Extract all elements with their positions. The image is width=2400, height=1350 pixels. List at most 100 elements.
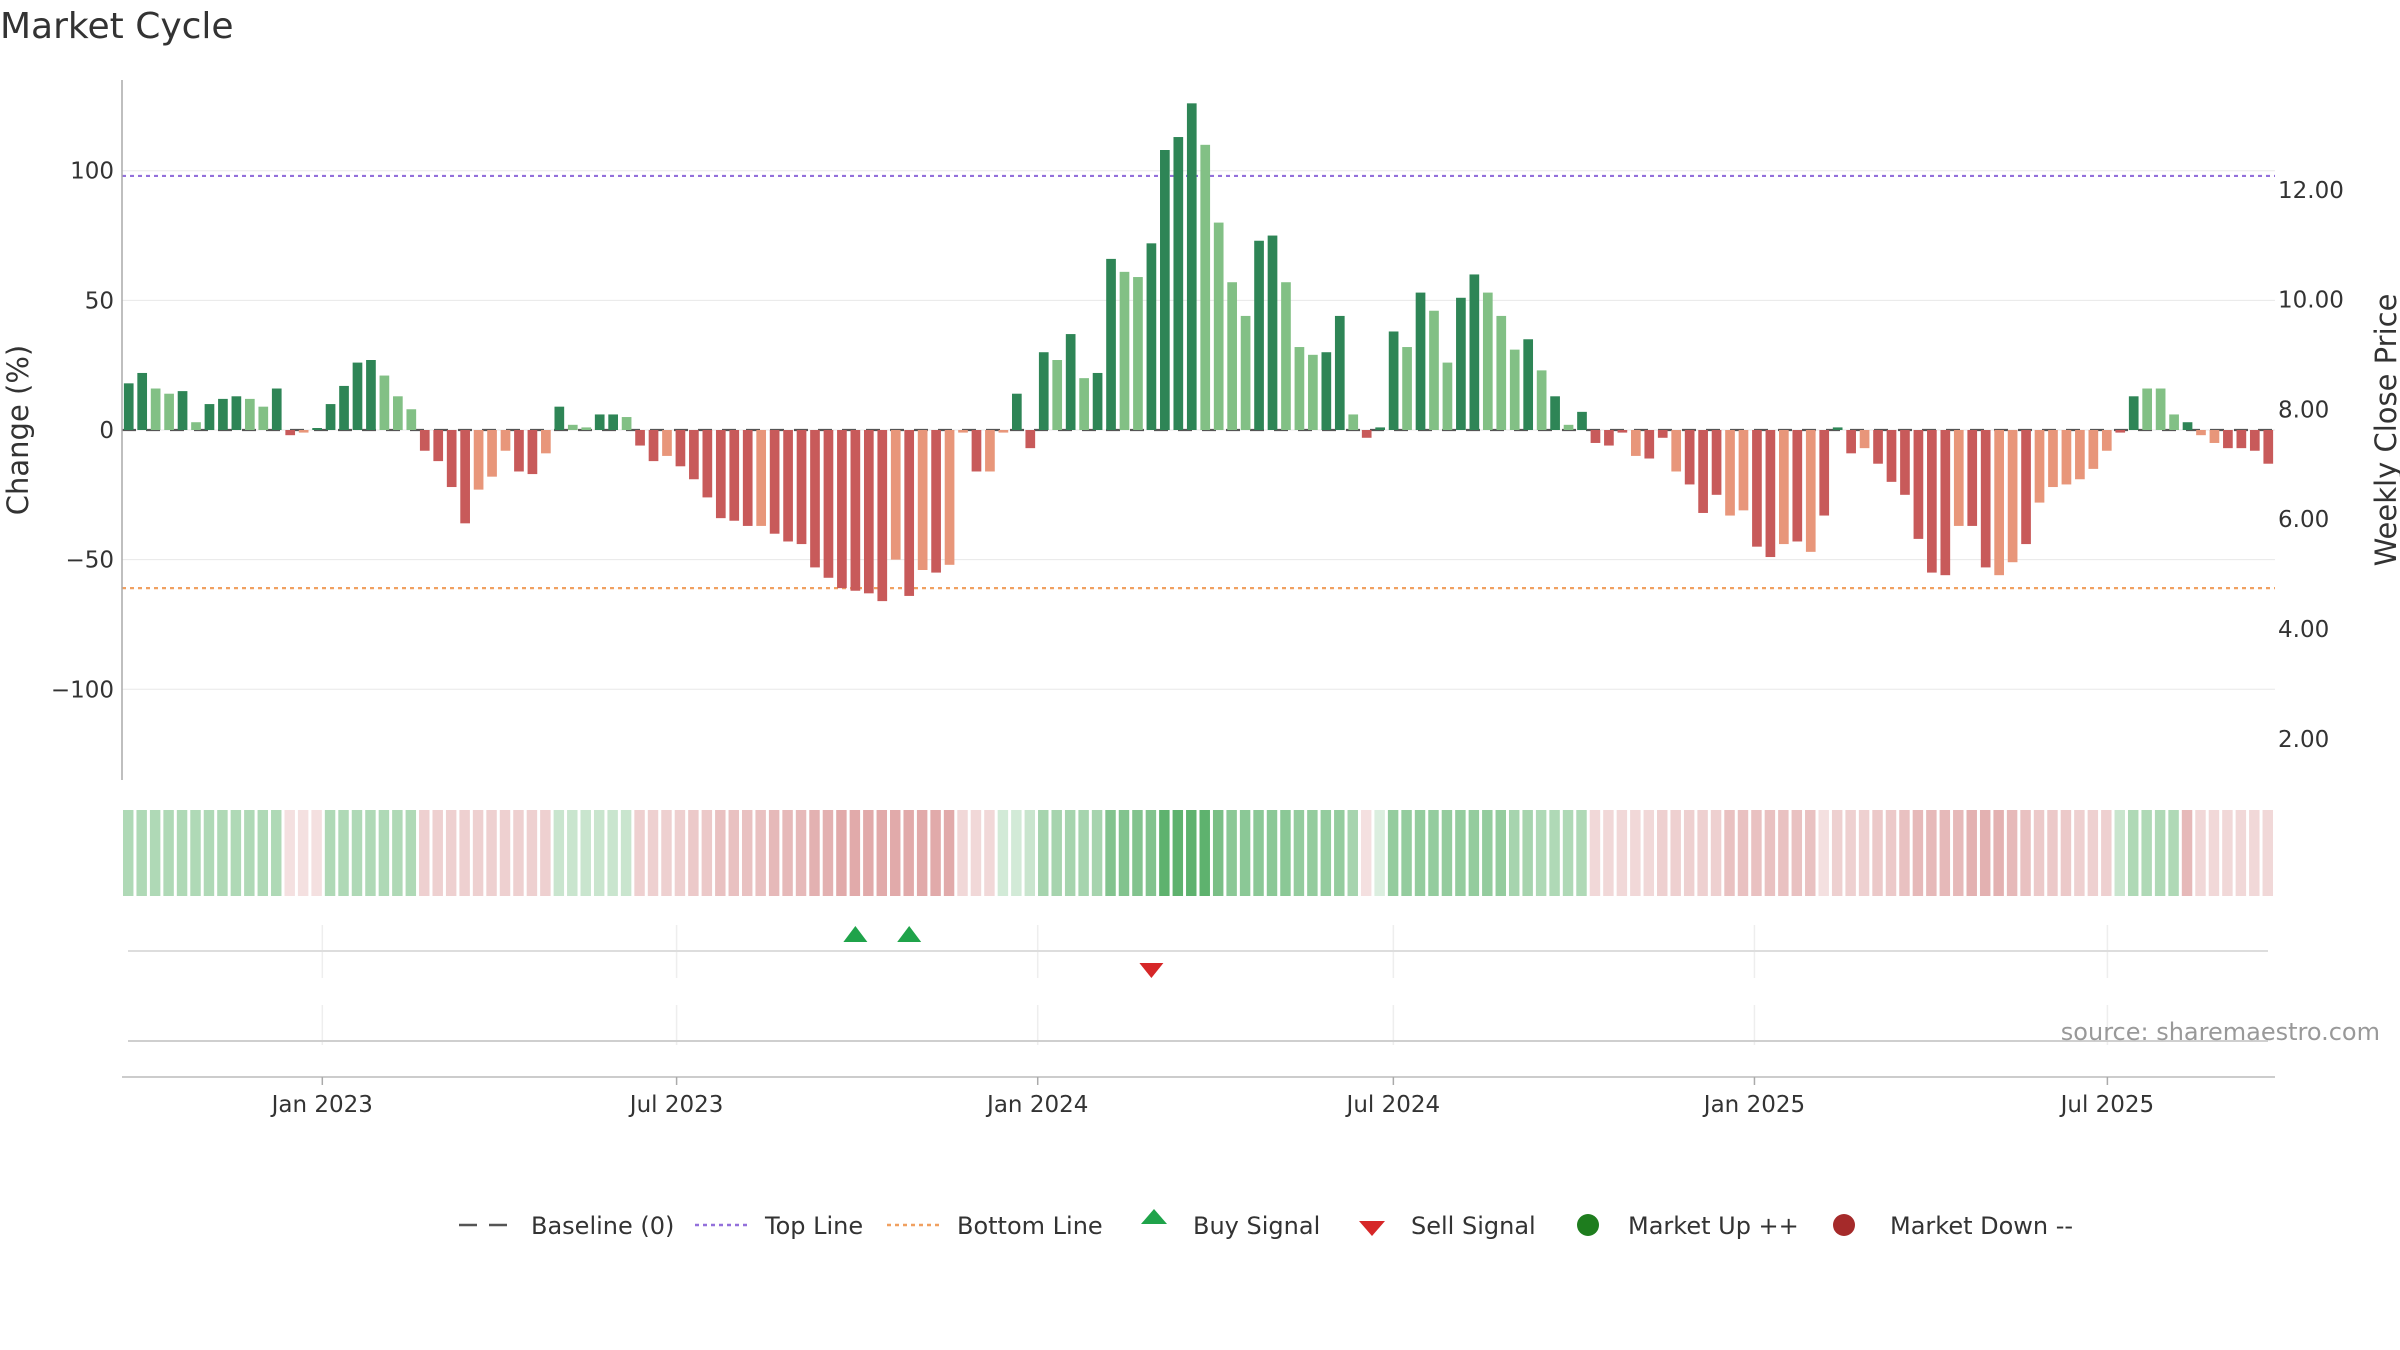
strip-cell xyxy=(1468,810,1480,896)
bar xyxy=(2249,430,2260,451)
strip-cell xyxy=(1858,810,1870,896)
bar xyxy=(433,430,444,462)
strip-cell xyxy=(1926,810,1937,896)
bar xyxy=(769,430,780,534)
bar xyxy=(1173,137,1184,430)
bar xyxy=(1482,292,1493,430)
source-label: source: sharemaestro.com xyxy=(2061,1018,2380,1046)
y2-tick-label: 4.00 xyxy=(2278,617,2329,643)
bar xyxy=(1994,430,2004,576)
bar xyxy=(1509,349,1520,430)
bar xyxy=(998,430,1009,433)
bar xyxy=(1092,372,1103,430)
bar xyxy=(2182,422,2193,430)
strip-cell xyxy=(149,810,161,896)
bar xyxy=(379,375,390,430)
strip-cell xyxy=(1132,810,1143,896)
x-tick-label: Jul 2024 xyxy=(1345,1092,1441,1118)
strip-cell xyxy=(943,810,955,896)
strip-cell xyxy=(2168,810,2179,896)
bar xyxy=(2236,430,2247,449)
strip-cell xyxy=(1293,810,1305,896)
bar xyxy=(1725,430,1735,516)
strip-cell xyxy=(365,810,376,896)
bar xyxy=(1160,150,1170,430)
bar xyxy=(944,430,955,565)
strip-cell xyxy=(916,810,928,896)
bar xyxy=(271,388,282,430)
strip-cell xyxy=(2222,810,2233,896)
strip-cell xyxy=(755,810,766,896)
strip-cell xyxy=(1616,810,1628,896)
bar xyxy=(1294,347,1305,430)
strip-cell xyxy=(2047,810,2058,896)
strip-cell xyxy=(1778,810,1789,896)
strip-cell xyxy=(2114,810,2125,896)
strip-cell xyxy=(1280,810,1291,896)
bar xyxy=(1886,430,1897,482)
strip-cell xyxy=(984,810,995,896)
bar xyxy=(218,398,228,430)
bar xyxy=(487,430,497,477)
bar xyxy=(1240,315,1251,430)
bar xyxy=(1953,430,1964,526)
bar xyxy=(1523,339,1534,430)
strip-cell xyxy=(445,810,457,896)
sell-signal-marker xyxy=(1139,963,1164,978)
strip-cell xyxy=(2195,810,2206,896)
strip-cell xyxy=(1374,810,1385,896)
bar xyxy=(1321,352,1332,430)
strip-cell xyxy=(2262,810,2273,896)
strip-cell xyxy=(1495,810,1506,896)
strip-cell xyxy=(1603,810,1614,896)
strip-cell xyxy=(930,810,941,896)
strip-cell xyxy=(2235,810,2247,896)
bar xyxy=(985,430,995,472)
strip-cell xyxy=(1172,810,1184,896)
strip-cell xyxy=(1993,810,2004,896)
bar xyxy=(1980,430,1991,568)
bar xyxy=(648,430,659,462)
bar xyxy=(2101,430,2112,451)
strip-cell xyxy=(1697,810,1708,896)
bar xyxy=(123,383,134,430)
bar xyxy=(1657,430,1668,438)
y2-tick-label: 10.00 xyxy=(2278,288,2344,314)
strip-cell xyxy=(230,810,242,896)
strip-cell xyxy=(526,810,538,896)
bar xyxy=(1684,430,1695,485)
strip-cell xyxy=(1320,810,1332,896)
strip-cell xyxy=(1145,810,1157,896)
bar xyxy=(1213,222,1224,430)
bar xyxy=(514,430,524,472)
legend-label: Top Line xyxy=(764,1212,863,1240)
bar xyxy=(1779,430,1789,545)
strip-cell xyxy=(1199,810,1210,896)
bar xyxy=(554,406,565,430)
buy-signal-marker xyxy=(897,926,922,942)
bar xyxy=(581,427,592,430)
strip-cell xyxy=(1657,810,1668,896)
strip-cell xyxy=(1091,810,1103,896)
strip-cell xyxy=(1011,810,1022,896)
bar xyxy=(366,360,376,430)
bar xyxy=(2048,430,2058,488)
bar xyxy=(1052,360,1063,430)
bar xyxy=(1617,430,1628,433)
strip-cell xyxy=(1226,810,1237,896)
bar xyxy=(1402,347,1412,430)
strip-cell xyxy=(1266,810,1278,896)
strip-cell xyxy=(2020,810,2031,896)
bar xyxy=(2155,388,2166,430)
strip-cell xyxy=(338,810,349,896)
bar xyxy=(1119,271,1130,430)
strip-cell xyxy=(1078,810,1089,896)
bar xyxy=(1698,430,1708,513)
strip-cell xyxy=(809,810,820,896)
bar xyxy=(258,406,269,430)
bar xyxy=(890,430,901,560)
bar xyxy=(1415,292,1426,430)
bar xyxy=(2169,414,2179,430)
strip-cell xyxy=(2087,810,2099,896)
strip-cell xyxy=(1737,810,1749,896)
